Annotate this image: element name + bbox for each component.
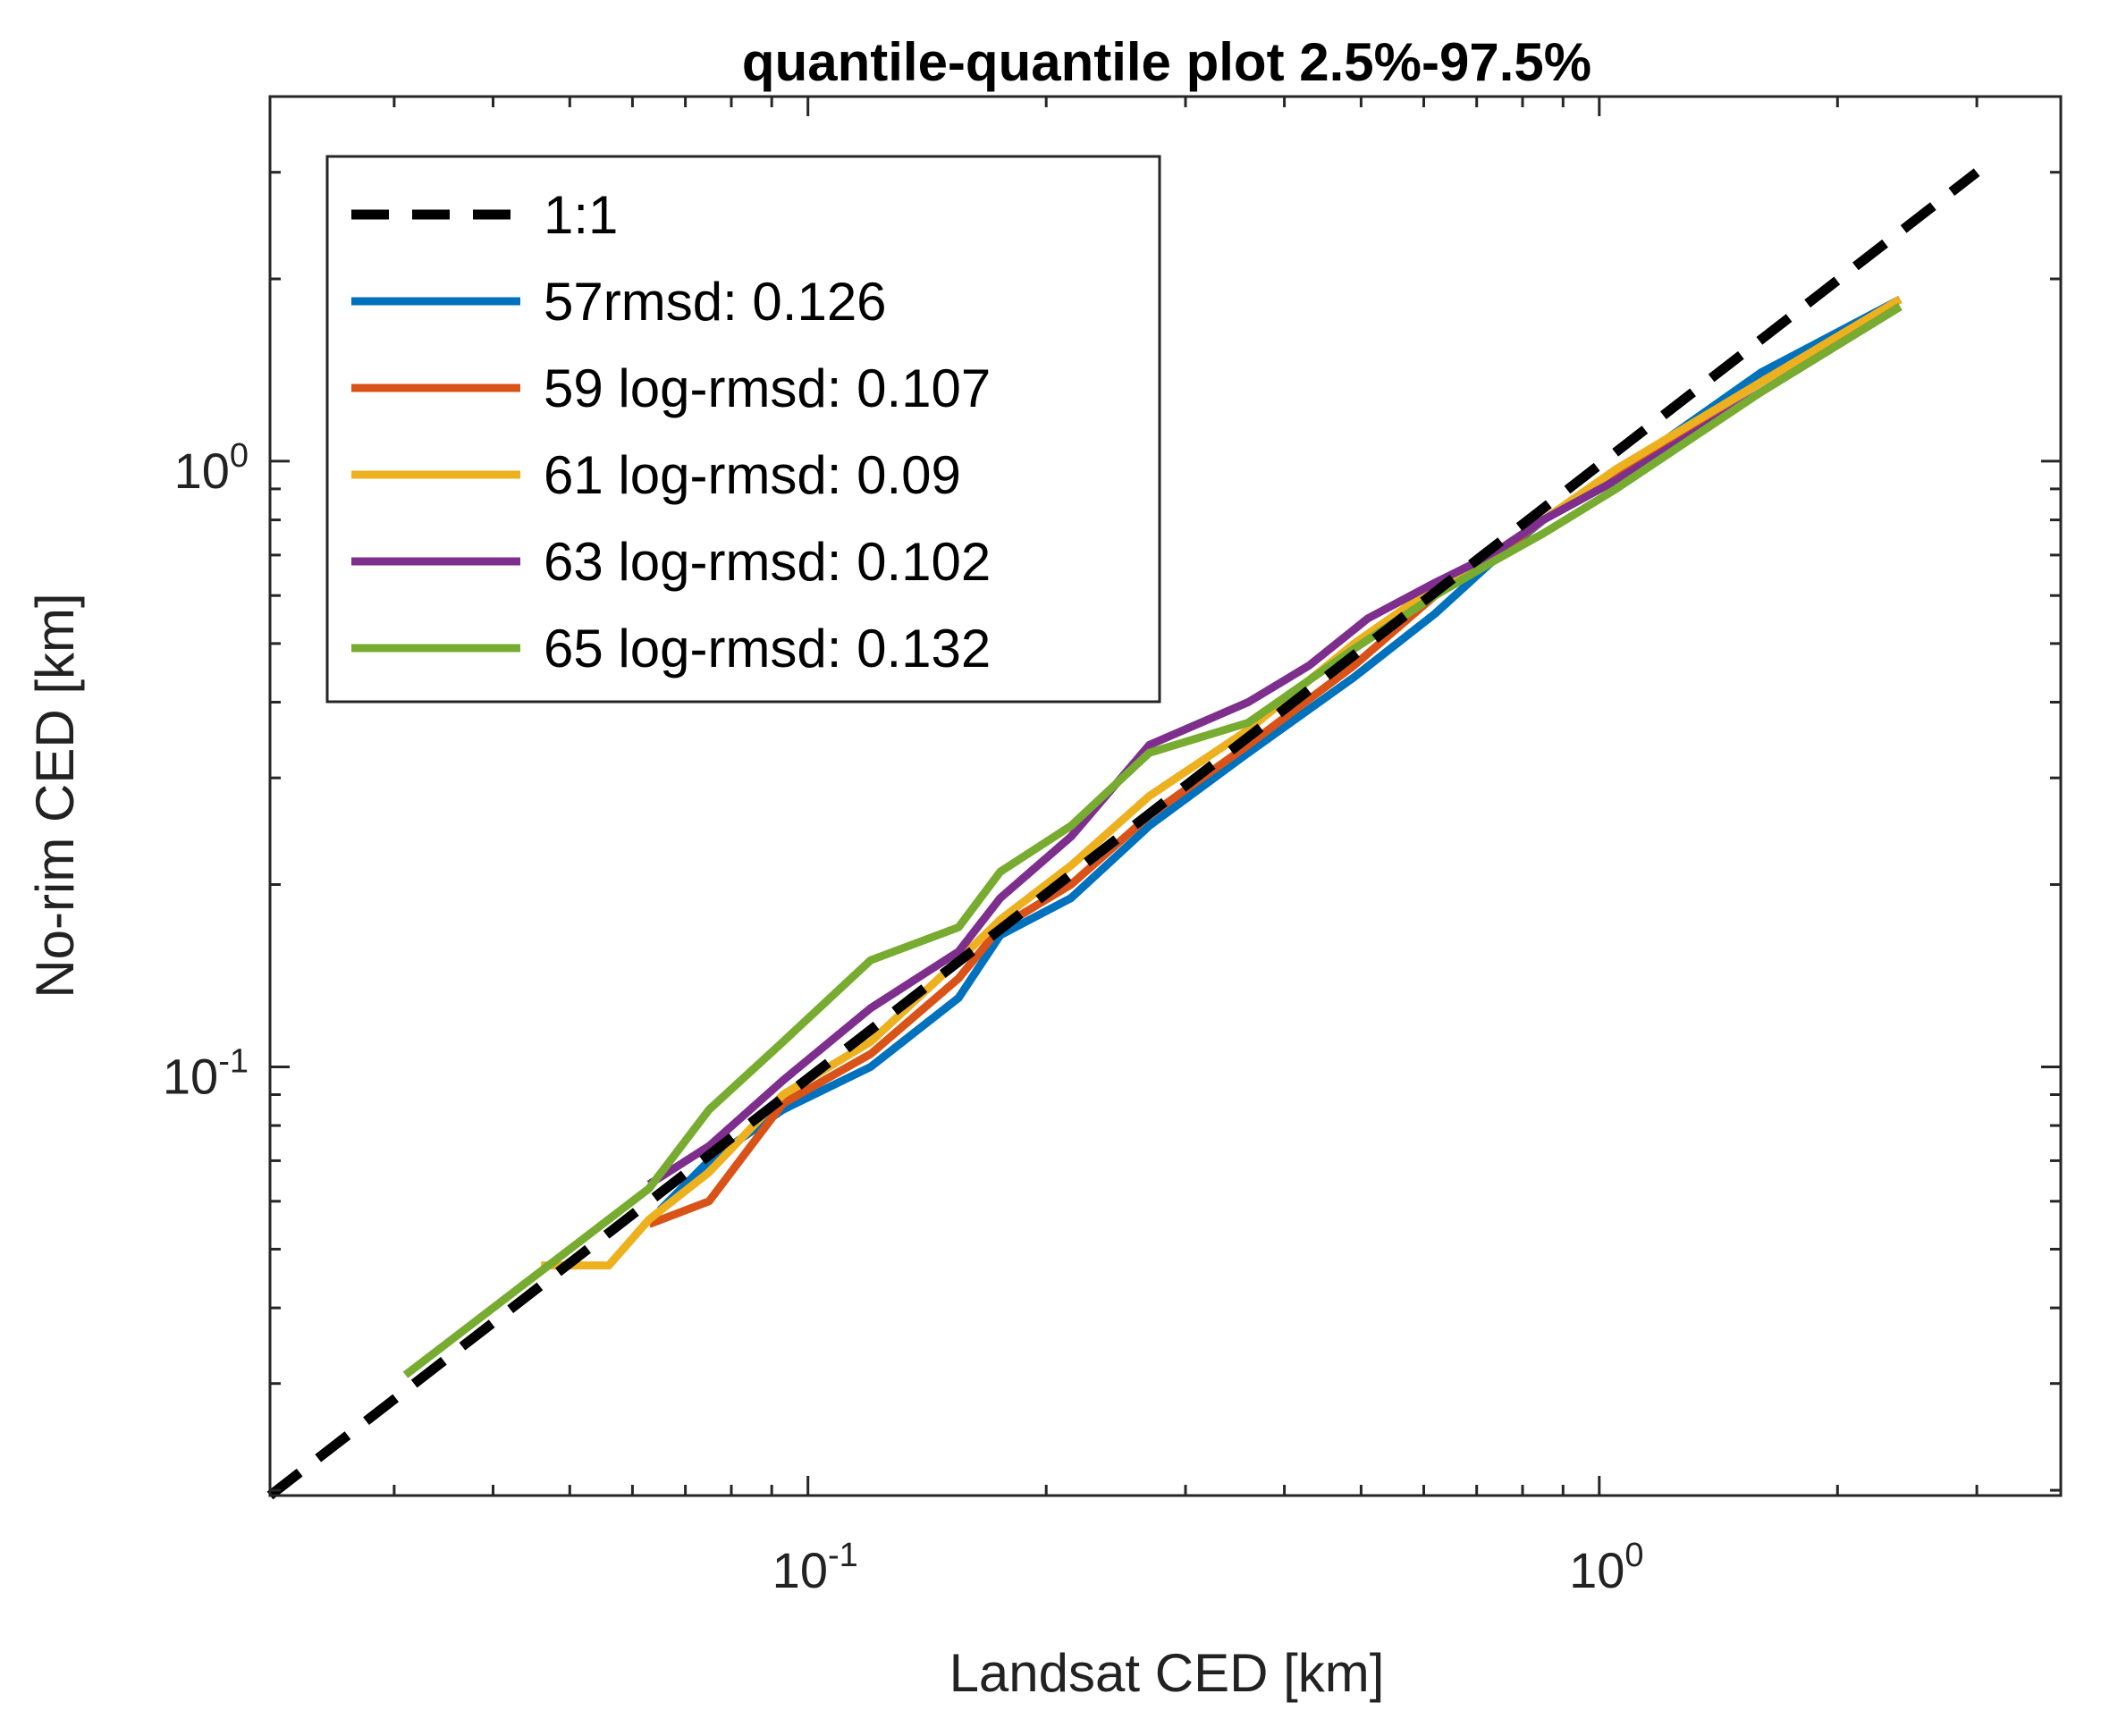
y-tick-label-0: 10-1 <box>163 1042 249 1104</box>
plot-series <box>266 168 1980 1500</box>
legend-label-3: 61 log-rmsd: 0.09 <box>544 445 961 505</box>
legend-label-2: 59 log-rmsd: 0.107 <box>544 358 991 418</box>
series-line-4 <box>646 303 1903 1188</box>
legend-items: 1:1 57rmsd: 0.126 59 log-rmsd: 0.107 61 log… <box>351 185 991 678</box>
legend-label-0: 1:1 <box>544 185 618 245</box>
series-line-5 <box>402 303 1903 1378</box>
legend-label-4: 63 log-rmsd: 0.102 <box>544 532 991 592</box>
x-tick-label-1: 100 <box>1569 1537 1643 1598</box>
chart-title: quantile-quantile plot 2.5%-97.5% <box>742 32 1591 92</box>
plot-frame <box>268 95 2063 1497</box>
legend-label-1: 57rmsd: 0.126 <box>544 272 887 332</box>
legend-box <box>325 155 1161 704</box>
tick-labels: 10-1 100 10-1 100 <box>163 437 1644 1598</box>
x-axis-label: Landsat CED [km] <box>949 1643 1385 1703</box>
axis-ticks <box>270 95 2061 1496</box>
series-line-0 <box>266 168 1980 1500</box>
x-tick-label-0: 10-1 <box>772 1537 858 1598</box>
legend-label-5: 65 log-rmsd: 0.132 <box>544 619 991 678</box>
y-tick-label-1: 100 <box>174 437 249 499</box>
y-axis-label: No-rim CED [km] <box>25 593 85 998</box>
legend: 1:1 57rmsd: 0.126 59 log-rmsd: 0.107 61 log… <box>325 155 1161 704</box>
